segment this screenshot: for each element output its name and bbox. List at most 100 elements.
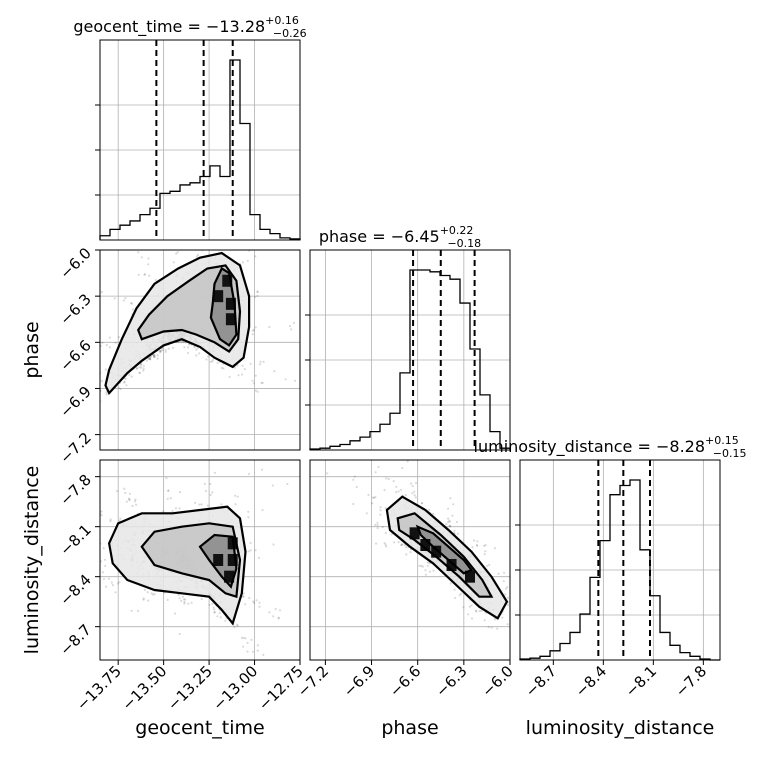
panel-frame <box>99 249 301 451</box>
sample-point <box>244 208 246 210</box>
sample-point <box>150 592 153 595</box>
sample-point <box>143 273 146 276</box>
sample-point <box>254 374 257 377</box>
sample-point <box>195 348 198 351</box>
sample-point <box>456 532 459 535</box>
sample-point <box>310 268 312 270</box>
contour-line <box>396 512 494 598</box>
sample-point <box>284 378 287 381</box>
sample-point <box>48 454 50 456</box>
sample-point <box>224 619 227 622</box>
sample-point <box>448 520 451 523</box>
sample-point <box>91 372 93 374</box>
sample-point <box>426 561 429 564</box>
sample-point <box>448 524 451 528</box>
y-tick-label: −8.4 <box>56 571 94 609</box>
sample-point <box>365 512 368 515</box>
sample-point <box>164 350 167 353</box>
sample-point <box>476 540 479 543</box>
sample-point <box>379 513 382 516</box>
sample-point <box>483 553 486 556</box>
sample-point <box>513 643 515 645</box>
contour-line <box>136 264 242 353</box>
sample-point <box>91 565 93 567</box>
sample-point <box>381 525 384 529</box>
sample-point <box>39 408 41 410</box>
sample-point <box>83 410 85 412</box>
sample-point <box>135 367 138 370</box>
sample-point <box>211 491 214 494</box>
sample-point <box>247 516 250 519</box>
y-tick-label: −7.8 <box>56 471 94 509</box>
x-axis-label-phase: phase <box>381 717 438 739</box>
sample-point <box>290 328 293 331</box>
sample-point <box>113 297 116 300</box>
sample-point <box>123 380 126 383</box>
sample-point <box>374 471 377 474</box>
sample-point <box>483 544 486 548</box>
density-fill <box>417 526 472 574</box>
panel-frame <box>99 39 301 241</box>
sample-point <box>501 616 504 619</box>
sample-point <box>506 603 509 607</box>
sample-point <box>259 360 262 363</box>
y-tick-label: −6.9 <box>56 383 94 421</box>
sample-point <box>94 546 96 548</box>
sample-point <box>376 521 379 524</box>
sample-point <box>167 489 170 493</box>
sample-point <box>142 367 145 370</box>
sample-point <box>247 472 251 475</box>
sample-point <box>256 649 259 652</box>
sample-point <box>390 533 393 536</box>
sample-point <box>242 595 245 598</box>
sample-point <box>523 599 525 601</box>
sample-point <box>114 591 117 594</box>
sample-point <box>153 593 156 596</box>
sample-point <box>194 501 197 504</box>
sample-point <box>453 529 456 533</box>
sample-point <box>110 581 113 584</box>
sample-point <box>97 594 99 596</box>
pair-panel-geocent_time-luminosity_distance <box>91 459 301 661</box>
density-peak <box>213 290 224 303</box>
sample-point <box>195 255 198 258</box>
y-tick-label: −7.2 <box>56 429 94 467</box>
sample-point <box>60 418 62 420</box>
x-tick-label: −13.25 <box>164 662 216 714</box>
sample-point <box>153 354 156 357</box>
sample-point <box>177 593 180 597</box>
sample-point <box>172 261 175 264</box>
sample-point <box>130 375 133 378</box>
sample-point <box>251 650 255 653</box>
sample-point <box>251 333 254 336</box>
sample-point <box>449 582 452 585</box>
sample-point <box>251 379 254 382</box>
sample-point <box>475 610 478 613</box>
sample-point <box>273 370 276 373</box>
sample-point <box>253 601 256 605</box>
sample-point <box>424 573 427 576</box>
sample-point <box>145 359 148 362</box>
y-tick-label: −8.1 <box>56 521 94 559</box>
sample-point <box>143 273 146 276</box>
sample-point <box>105 391 108 394</box>
panel-frame <box>519 459 721 661</box>
sample-point <box>180 341 183 344</box>
contour-line <box>140 522 242 599</box>
sample-point <box>511 587 513 589</box>
sample-point <box>449 525 452 528</box>
sample-point <box>233 366 236 369</box>
sample-point <box>181 595 184 598</box>
sample-point <box>373 496 376 499</box>
sample-point <box>445 523 448 526</box>
sample-point <box>242 592 245 595</box>
sample-point <box>432 569 435 572</box>
sample-point <box>161 349 164 352</box>
sample-point <box>538 624 540 626</box>
panel-title-geocent_time: geocent_time = −13.28+0.16 −0.26 <box>73 14 306 40</box>
sample-point <box>166 497 169 500</box>
sample-point <box>246 641 249 645</box>
sample-point <box>139 371 142 375</box>
sample-point <box>262 653 265 657</box>
